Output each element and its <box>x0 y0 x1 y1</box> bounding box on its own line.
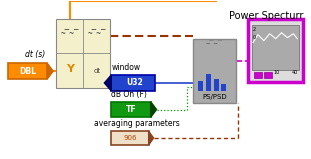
Bar <box>221 84 226 91</box>
Text: 906: 906 <box>123 135 137 141</box>
Text: 2: 2 <box>253 27 256 32</box>
Text: ~̅~̅: ~̅~̅ <box>206 41 223 48</box>
Bar <box>111 75 155 91</box>
Bar <box>8 63 47 79</box>
Bar <box>193 39 236 103</box>
Text: averaging parameters: averaging parameters <box>94 119 179 128</box>
Text: 10: 10 <box>274 70 280 75</box>
Text: dt: dt <box>93 68 100 74</box>
Bar <box>56 19 110 88</box>
Text: window: window <box>111 63 140 72</box>
Bar <box>198 81 203 91</box>
Bar <box>214 79 219 91</box>
Text: U32: U32 <box>127 78 143 87</box>
Text: PS/PSD: PS/PSD <box>202 94 227 100</box>
Bar <box>264 72 272 78</box>
Polygon shape <box>104 75 111 91</box>
Text: 40: 40 <box>291 70 298 75</box>
Text: ~̅~̅: ~̅~̅ <box>87 30 106 39</box>
Text: dt (s): dt (s) <box>25 50 45 59</box>
Polygon shape <box>47 63 53 79</box>
Bar <box>248 19 303 82</box>
Text: Power Specturr: Power Specturr <box>229 11 303 21</box>
Bar <box>252 25 299 70</box>
Text: 0: 0 <box>253 35 256 40</box>
Polygon shape <box>149 131 154 145</box>
Bar <box>206 74 211 91</box>
Text: dB On (F): dB On (F) <box>111 90 147 99</box>
Bar <box>111 131 149 145</box>
Bar <box>111 102 151 117</box>
Polygon shape <box>151 102 156 117</box>
Text: ~̅~̅: ~̅~̅ <box>60 30 79 39</box>
Text: TF: TF <box>126 105 136 114</box>
Bar <box>254 72 262 78</box>
Text: DBL: DBL <box>19 67 36 76</box>
Text: Y: Y <box>66 64 74 74</box>
